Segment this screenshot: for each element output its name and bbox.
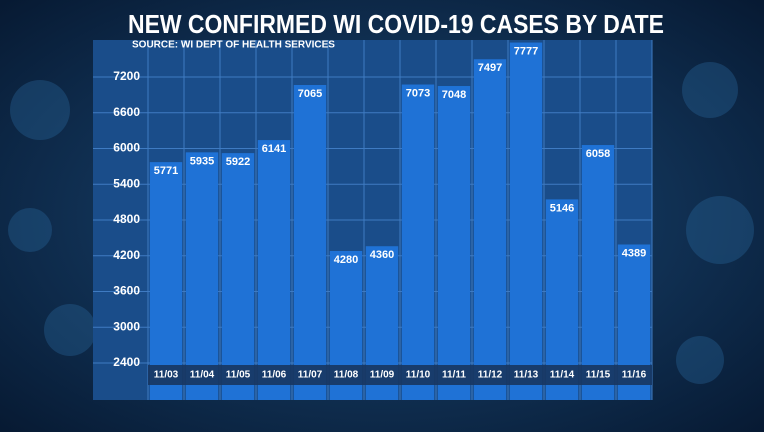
bar	[401, 84, 435, 400]
x-tick-label: 11/15	[586, 370, 611, 381]
x-tick-label: 11/05	[226, 370, 251, 381]
value-label: 4360	[370, 249, 394, 261]
chart-subtitle: SOURCE: WI DEPT OF HEALTH SERVICES	[132, 40, 335, 51]
bar	[473, 59, 507, 401]
value-label: 7065	[298, 88, 322, 100]
chart-title: NEW CONFIRMED WI COVID-19 CASES BY DATE	[128, 9, 664, 39]
y-tick-label: 7200	[113, 69, 140, 83]
y-tick-label: 4800	[113, 212, 140, 226]
x-tick-label: 11/16	[622, 370, 647, 381]
value-label: 5935	[190, 155, 214, 167]
x-tick-label: 11/12	[478, 370, 503, 381]
bar	[293, 85, 327, 400]
x-tick-label: 11/06	[262, 370, 287, 381]
bar	[509, 42, 543, 400]
bar	[185, 152, 219, 400]
bar	[149, 162, 183, 400]
value-label: 6058	[586, 148, 610, 160]
value-label: 7777	[514, 45, 538, 57]
virus-decoration	[8, 62, 754, 384]
value-label: 4280	[334, 254, 358, 266]
x-tick-label: 11/08	[334, 370, 359, 381]
bar	[257, 140, 291, 400]
value-label: 5771	[154, 165, 178, 177]
value-label: 5922	[226, 156, 250, 168]
x-tick-label: 11/14	[550, 370, 575, 381]
y-tick-label: 2400	[113, 355, 140, 369]
bar	[437, 86, 471, 400]
value-label: 7497	[478, 62, 502, 74]
y-tick-label: 5400	[113, 176, 140, 190]
value-label: 4389	[622, 247, 646, 259]
value-label: 5146	[550, 202, 574, 214]
plot-area: 2400 3000 3600 4200 4800 5400 6000 6600 7200 11/0…	[93, 40, 653, 401]
x-tick-label: 11/07	[298, 370, 323, 381]
y-tick-label: 3600	[113, 284, 140, 298]
x-tick-label: 11/03	[154, 370, 179, 381]
bar	[221, 153, 255, 400]
y-tick-label: 3000	[113, 319, 140, 333]
value-label: 6141	[262, 143, 286, 155]
x-tick-label: 11/10	[406, 370, 431, 381]
x-tick-label: 11/13	[514, 370, 539, 381]
x-tick-label: 11/11	[442, 370, 466, 381]
value-label: 7073	[406, 87, 430, 99]
x-tick-label: 11/04	[190, 370, 215, 381]
y-tick-label: 4200	[113, 248, 140, 262]
date-strip	[148, 365, 652, 385]
bar	[581, 145, 615, 400]
y-tick-label: 6600	[113, 105, 140, 119]
x-tick-label: 11/09	[370, 370, 395, 381]
value-label: 7048	[442, 89, 466, 101]
y-tick-label: 6000	[113, 141, 140, 155]
